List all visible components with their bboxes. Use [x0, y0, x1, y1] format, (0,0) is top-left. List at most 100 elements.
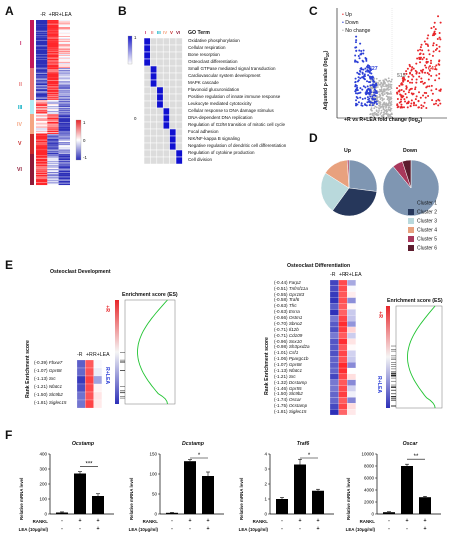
heatmap-cell	[47, 160, 59, 162]
heatmap-cell	[47, 35, 59, 37]
heatmap-cell	[58, 88, 70, 90]
volcano-point-up	[427, 78, 430, 81]
heatmap-cell	[36, 170, 48, 172]
gene-row: (-0.63) Esrra	[274, 309, 300, 315]
heatmap-cell	[47, 96, 59, 98]
volcano-point-nochange	[382, 106, 385, 109]
heatmap-cell	[36, 94, 48, 96]
heatmap-cell	[58, 145, 70, 147]
y-tick-label: 2000	[364, 500, 375, 505]
heatmap-cell	[47, 46, 59, 48]
panel-a-cluster-bar	[30, 20, 34, 185]
heatmap-cell	[36, 123, 48, 125]
volcano-point-up	[403, 78, 406, 81]
volcano-point-up	[407, 91, 410, 94]
heatmap-cell	[47, 119, 59, 121]
volcano-point-up	[423, 101, 426, 104]
gene-name: Dcstamp	[288, 379, 307, 385]
heatmap-cell	[58, 123, 70, 125]
heatmap-cell	[58, 23, 70, 25]
gene-name: Cd109	[288, 332, 303, 338]
panel-a-cluster-2: II	[19, 82, 22, 88]
heatmap-cell	[47, 157, 59, 159]
volcano-point-up	[410, 102, 413, 105]
gene-score: (-0.66)	[274, 315, 289, 321]
significance-stars: *	[198, 453, 201, 459]
go-term: Cellular respiration	[188, 45, 226, 51]
bar-chart: 0 2000 4000 6000 8000 10000 **	[361, 452, 441, 517]
panel-b-color-scale	[127, 35, 133, 65]
volcano-point-down	[373, 85, 376, 88]
rankl-sign: -	[61, 518, 63, 524]
volcano-point-down	[366, 85, 369, 88]
volcano-point-down	[363, 75, 366, 78]
legend-cluster-4: Cluster 4	[417, 227, 438, 234]
pie-up-title: Up	[344, 148, 351, 154]
rankl-row-label: RANKL	[32, 519, 48, 524]
volcano-point-up	[439, 38, 442, 41]
heatmap-cell	[36, 50, 48, 52]
volcano-point-nochange	[386, 84, 389, 87]
volcano-point-nochange	[373, 112, 376, 115]
gene-row: (-0.71) Il12b	[274, 327, 299, 333]
heatmap-cell	[47, 158, 59, 160]
gene-row: (-1.50) Slc9b2	[34, 392, 63, 398]
gene-score: (-1.75)	[274, 403, 289, 409]
volcano-point-up	[410, 87, 413, 90]
heatmap-cell	[58, 94, 70, 96]
heatmap-cell	[47, 167, 59, 169]
volcano-point-down	[354, 80, 357, 83]
volcano-point-nochange	[390, 78, 393, 81]
heatmap-cell	[58, 184, 70, 186]
heatmap-cell	[47, 156, 59, 158]
volcano-point-up	[439, 88, 442, 91]
volcano-point-down	[375, 84, 378, 87]
heatmap-cell	[36, 60, 48, 62]
heatmap-cell	[58, 164, 70, 166]
y-tick-label: 8000	[364, 464, 375, 469]
heatmap-cell	[58, 67, 70, 69]
volcano-point-up	[400, 89, 403, 92]
volcano-point-down	[375, 100, 378, 103]
panel-a-cluster-6: VI	[17, 167, 22, 173]
volcano-point-up	[419, 52, 422, 55]
bar	[294, 464, 306, 514]
heatmap-cell	[36, 119, 48, 121]
heatmap-cell	[47, 136, 59, 138]
heatmap-cell	[47, 105, 59, 107]
heatmap-cell	[36, 61, 48, 63]
heatmap-cell	[36, 126, 48, 128]
heatmap-cell	[58, 32, 70, 34]
volcano-point-down	[361, 88, 364, 91]
gene-row: (-0.63) Tfrc	[274, 304, 297, 309]
pie-slice	[332, 187, 378, 217]
volcano-point-up	[399, 106, 402, 109]
heatmap-cell	[47, 113, 59, 115]
heatmap-cell	[36, 131, 48, 133]
volcano-point-nochange	[385, 109, 388, 111]
volcano-point-down	[359, 91, 362, 94]
panel-a-heatmap	[36, 20, 70, 186]
volcano-point-nochange	[390, 112, 393, 115]
volcano-point-down	[359, 87, 362, 90]
gene-row: (-1.13) Src	[34, 376, 56, 382]
gene-name: Nfatc1	[48, 384, 63, 390]
bar-chart-title: Ocstamp	[71, 441, 95, 447]
bar-chart-title: Dcstamp	[182, 441, 204, 447]
volcano-point-down	[361, 76, 364, 79]
volcano-point-nochange	[384, 82, 386, 85]
heatmap-cell	[47, 133, 59, 135]
heatmap-cell	[36, 96, 48, 98]
heatmap-cell	[36, 63, 48, 65]
volcano-point-up	[420, 43, 423, 46]
volcano-point-up	[411, 73, 414, 76]
volcano-point-up	[417, 106, 420, 109]
heatmap-cell	[47, 116, 59, 118]
y-tick-label: 2	[264, 482, 267, 487]
legend-cluster-3: Cluster 3	[417, 218, 438, 225]
heatmap-cell	[36, 156, 48, 158]
volcano-point-nochange	[377, 111, 380, 114]
heatmap-cell	[58, 59, 70, 61]
volcano-point-nochange	[389, 98, 392, 101]
heatmap-cell	[47, 34, 59, 36]
